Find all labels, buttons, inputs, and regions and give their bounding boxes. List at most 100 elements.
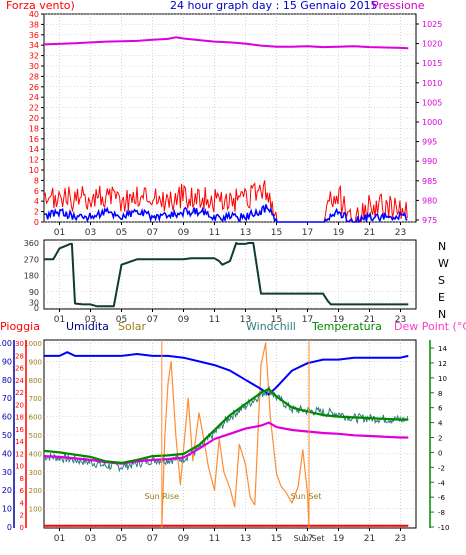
x-tick-label: 19 (333, 534, 345, 544)
pressure-tick-label: 1020 (422, 40, 442, 49)
rain-tick-label: 20 (15, 401, 24, 409)
temperature-tick-label: 14 (438, 345, 447, 353)
compass-label: N (438, 240, 446, 253)
wind-tick-label: 38 (29, 20, 39, 29)
direction-tick-label: 360 (24, 239, 39, 248)
wind-tick-label: 2 (34, 208, 39, 217)
solar-tick-label: 900 (29, 358, 42, 366)
x-tick-label: 07 (147, 534, 158, 544)
solar-tick-label: 200 (29, 487, 42, 495)
x-tick-label: 21 (364, 228, 375, 238)
wind-tick-label: 32 (29, 52, 39, 61)
x-tick-label: 23 (395, 315, 406, 325)
rain-tick-label: 24 (15, 377, 24, 385)
series-wind-gust (43, 180, 408, 223)
humidity-tick-label: 40 (2, 449, 12, 458)
solar-tick-label: 400 (29, 450, 42, 458)
wind-tick-label: 20 (29, 114, 39, 123)
x-tick-label: 15 (271, 315, 282, 325)
rain-tick-label: 28 (15, 352, 24, 360)
wind-tick-label: 40 (29, 10, 39, 19)
temperature-tick-label: -6 (438, 494, 446, 502)
x-tick-label: 01 (54, 228, 65, 238)
x-tick-label: 21 (364, 315, 375, 325)
x-tick-label: 07 (147, 315, 158, 325)
pressure-tick-label: 975 (422, 216, 437, 225)
compass-label: N (438, 308, 446, 321)
temperature-tick-label: -8 (438, 509, 445, 517)
x-tick-label: 05 (116, 534, 127, 544)
rain-tick-label: 8 (20, 475, 24, 483)
x-tick-label: 15 (271, 228, 282, 238)
wind-tick-label: 6 (34, 187, 39, 196)
temperature-tick-label: 6 (438, 405, 443, 413)
wind-tick-label: 8 (34, 176, 39, 185)
x-tick-label: 17 (302, 228, 313, 238)
pressure-tick-label: 990 (422, 157, 437, 166)
pressure-tick-label: 1025 (422, 20, 442, 29)
x-tick-label: 23 (395, 534, 406, 544)
x-tick-label: 09 (178, 228, 190, 238)
temperature-tick-label: 8 (438, 390, 442, 398)
wind-tick-label: 12 (29, 156, 39, 165)
series-wind-direction (44, 242, 409, 308)
wind-tick-label: 16 (29, 135, 39, 144)
humidity-tick-label: 100 (0, 339, 12, 348)
solar-tick-label: 600 (29, 414, 42, 422)
direction-tick-label: 180 (24, 272, 39, 281)
series-wind-avg (43, 204, 408, 224)
wind-tick-label: 4 (34, 197, 39, 206)
x-tick-label: 11 (209, 228, 220, 238)
legend-windchill: Windchill (246, 320, 296, 333)
rain-tick-label: 2 (20, 512, 24, 520)
direction-tick-label: 90 (29, 288, 39, 297)
pressure-tick-label: 980 (422, 196, 437, 205)
solar-tick-label: 300 (29, 469, 42, 477)
panel-wind-direction-frame (43, 239, 417, 310)
pressure-tick-label: 985 (422, 177, 437, 186)
wind-tick-label: 36 (29, 31, 39, 40)
x-tick-label: 19 (333, 315, 345, 325)
temperature-tick-label: -2 (438, 464, 445, 472)
rain-tick-label: 10 (15, 463, 24, 471)
pressure-tick-label: 995 (422, 138, 437, 147)
humidity-tick-label: 30 (2, 468, 12, 477)
direction-tick-label: 30 (29, 299, 39, 308)
legend-temperature: Temperatura (312, 320, 382, 333)
rain-tick-label: 30 (15, 340, 24, 348)
humidity-tick-label: 10 (2, 505, 12, 514)
solar-tick-label: 800 (29, 377, 42, 385)
wind-tick-label: 22 (29, 104, 39, 113)
rain-tick-label: 6 (20, 487, 25, 495)
direction-tick-label: 270 (24, 255, 39, 264)
temperature-tick-label: 10 (438, 375, 447, 383)
legend-solar: Solar (118, 320, 147, 333)
x-tick-label: 07 (147, 228, 158, 238)
temperature-tick-label: 12 (438, 360, 447, 368)
humidity-tick-label: 50 (2, 431, 12, 440)
x-tick-label: 13 (240, 534, 251, 544)
humidity-tick-label: 20 (2, 486, 12, 495)
sunrise-annotation: Sun Rise (144, 492, 179, 501)
wind-tick-label: 0 (34, 218, 39, 227)
pressure-tick-label: 1015 (422, 59, 442, 68)
sunset-annotation: Sun Set (291, 492, 322, 501)
legend-dewpoint: Dew Point (°C) (394, 320, 466, 333)
wind-axis-title: Forza vento) (6, 0, 75, 12)
x-tick-label: 23 (395, 228, 406, 238)
rain-tick-label: 0 (20, 524, 24, 532)
x-tick-label: 13 (240, 228, 251, 238)
pressure-tick-label: 1000 (422, 118, 442, 127)
legend-rain: Pioggia (0, 320, 40, 333)
humidity-tick-label: 80 (2, 376, 12, 385)
rain-tick-label: 26 (15, 365, 24, 373)
x-tick-label: 11 (209, 315, 220, 325)
rain-tick-label: 12 (15, 450, 24, 458)
x-tick-label: 03 (85, 315, 96, 325)
series-solar (161, 342, 310, 528)
solar-tick-label: 100 (29, 506, 42, 514)
humidity-tick-label: 0 (7, 523, 12, 532)
pressure-tick-label: 1005 (422, 98, 442, 107)
